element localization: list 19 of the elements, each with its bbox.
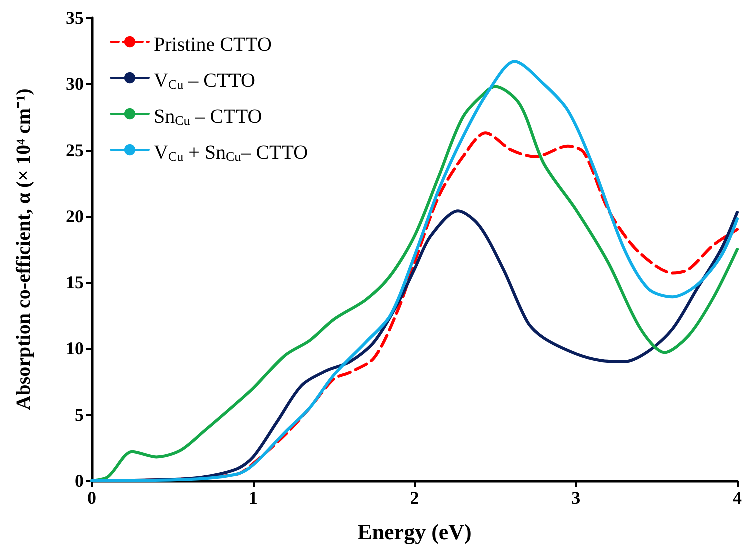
y-tick-label: 5	[75, 404, 84, 425]
x-axis-title: Energy (eV)	[358, 520, 472, 544]
y-axis-title: Absorption co-efficient, α (× 10⁴ cm⁻¹)	[13, 88, 35, 410]
x-tick-label: 1	[248, 488, 258, 508]
legend-label: VCu – CTTO	[154, 70, 256, 92]
y-tick-label: 20	[66, 206, 84, 226]
y-tick-label: 0	[75, 471, 84, 491]
y-tick-label: 15	[66, 272, 84, 293]
y-tick-label: 35	[66, 8, 84, 28]
x-tick-label: 0	[88, 488, 96, 508]
y-tick-label: 25	[66, 140, 84, 160]
y-tick-label: 10	[66, 338, 84, 359]
x-tick-label: 4	[733, 488, 742, 508]
legend-label: VCu + SnCu– CTTO	[154, 142, 308, 164]
legend-label: SnCu – CTTO	[154, 106, 262, 128]
legend-label: Pristine CTTO	[154, 34, 272, 56]
x-tick-label: 3	[572, 488, 581, 508]
y-tick-label: 30	[66, 74, 84, 94]
x-tick-label: 2	[410, 488, 420, 508]
